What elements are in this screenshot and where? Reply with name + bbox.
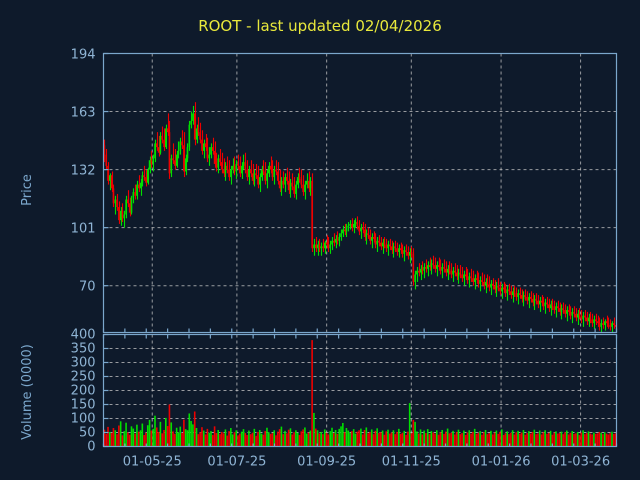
x-tick-label: 01-11-25	[382, 455, 441, 470]
volume-bars	[103, 340, 617, 447]
volume-axis-label: Volume (0000)	[20, 344, 35, 440]
x-tick-label: 01-03-26	[551, 455, 610, 470]
x-tick-label: 01-07-25	[207, 455, 266, 470]
x-tick-label: 01-05-25	[123, 455, 182, 470]
price-candles	[103, 102, 618, 333]
price-tick-label: 194	[71, 48, 96, 63]
volume-tick-label: 350	[71, 342, 96, 357]
volume-tick-label: 0	[87, 440, 95, 455]
price-tick-label: 163	[71, 106, 96, 121]
price-tick-label: 132	[71, 164, 96, 179]
price-y-tick-labels: 194 163 132 101 70	[71, 48, 96, 295]
price-tick-label: 101	[71, 222, 96, 237]
volume-tick-label: 250	[71, 370, 96, 385]
price-axis-label: Price	[20, 174, 35, 206]
x-tick-labels: 01-05-25 01-07-25 01-09-25 01-11-25 01-01-26…	[123, 455, 610, 470]
price-tick-label: 70	[79, 280, 96, 295]
volume-tick-label: 150	[71, 398, 96, 413]
price-plot-frame	[102, 52, 618, 334]
x-tick-label: 01-09-25	[297, 455, 356, 470]
volume-tick-label: 400	[71, 328, 96, 343]
volume-tick-label: 200	[71, 384, 96, 399]
volume-tick-label: 300	[71, 356, 96, 371]
chart-title: ROOT - last updated 02/04/2026	[198, 17, 442, 35]
volume-plot-frame	[102, 333, 618, 448]
x-tick-label: 01-01-26	[472, 455, 531, 470]
volume-tick-label: 50	[79, 426, 96, 441]
volume-tick-label: 100	[71, 412, 96, 427]
